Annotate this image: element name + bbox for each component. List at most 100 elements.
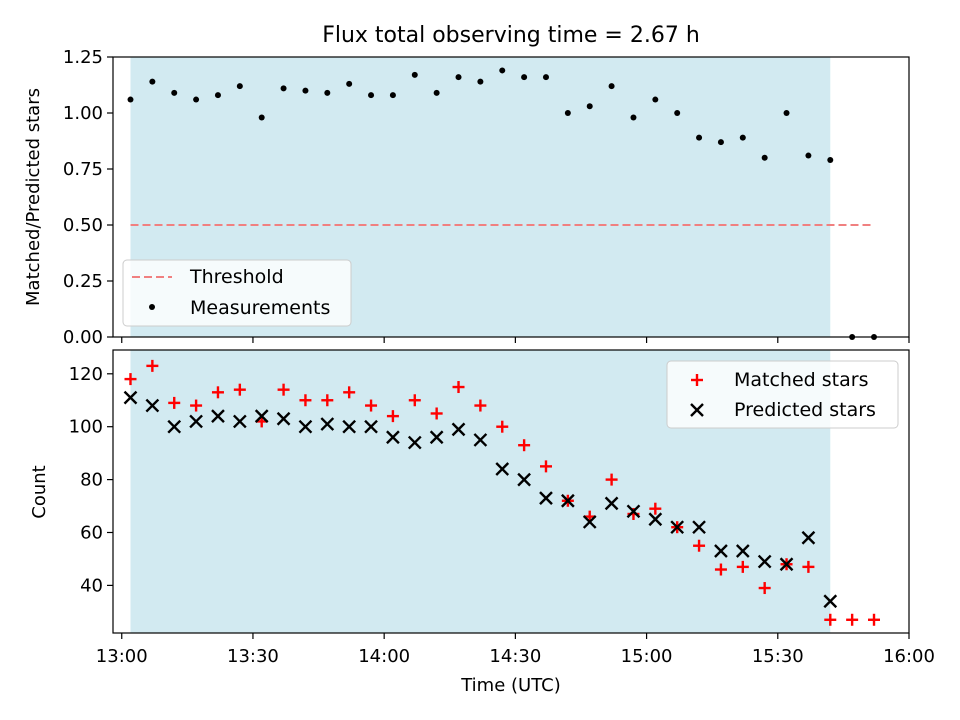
y-tick-label: 1.00 [63, 103, 103, 124]
matched-star-marker [233, 383, 246, 396]
count-panel: 40 60 80 100 120 13:00 13:30 14:00 14:30 15:00 15… [29, 349, 935, 696]
matched-star-marker [846, 613, 859, 626]
measurement-point [586, 103, 593, 110]
measurement-point [827, 157, 834, 164]
matched-star-marker [714, 563, 727, 576]
measurement-point [652, 96, 659, 103]
y-tick-label: 120 [69, 364, 103, 385]
predicted-star-marker [692, 520, 706, 535]
matched-star-marker [386, 410, 399, 423]
measurement-point [258, 114, 265, 121]
matched-star-marker [343, 386, 356, 399]
measurement-point [302, 87, 309, 94]
predicted-star-marker [407, 435, 422, 450]
measurement-point [674, 110, 681, 116]
measurement-point [433, 89, 440, 96]
top-plot-frame [112, 56, 910, 338]
matched-star-marker [539, 460, 552, 473]
matched-star-marker [868, 613, 881, 626]
matched-star-marker [758, 582, 771, 595]
matched-star-marker [190, 399, 203, 412]
matched-star-marker [168, 396, 181, 409]
predicted-star-marker [429, 430, 444, 445]
legend-measurement-swatch [149, 304, 155, 310]
predicted-star-marker [320, 417, 335, 431]
predicted-star-marker [189, 414, 203, 429]
predicted-star-marker [167, 419, 182, 434]
legend-threshold-label: Threshold [189, 266, 284, 288]
predicted-star-marker [211, 409, 225, 423]
matched-star-marker [321, 394, 334, 407]
predicted-star-marker [145, 398, 160, 413]
y-tick-label: 40 [80, 575, 103, 596]
bottom-y-axis-label: Count [29, 465, 50, 518]
legend-measurements-label: Measurements [190, 297, 330, 319]
predicted-star-marker [364, 419, 378, 434]
measurement-point [499, 67, 506, 74]
measurement-point [608, 83, 615, 90]
x-tick-label: 16:00 [883, 646, 935, 667]
bottom-x-axis: 13:00 13:30 14:00 14:30 15:00 15:30 16:00 [96, 633, 935, 667]
measurement-point [214, 92, 221, 99]
top-x-ticks [121, 337, 910, 343]
top-y-axis: 0.00 0.25 0.50 0.75 1.00 1.25 [63, 47, 113, 348]
measurement-point [324, 89, 331, 96]
predicted-star-marker [757, 554, 772, 569]
predicted-star-marker [451, 422, 466, 437]
matched-star-marker [518, 439, 531, 452]
measurement-point [346, 80, 353, 87]
predicted-star-marker [714, 544, 728, 558]
measurement-point [717, 139, 724, 146]
matched-star-marker [496, 420, 509, 433]
measurement-point [564, 110, 571, 116]
matched-star-marker [474, 399, 487, 412]
measurement-point [542, 74, 549, 81]
predicted-star-marker [626, 504, 641, 519]
predicted-star-marker [495, 462, 510, 476]
matched-star-marker [430, 407, 443, 420]
predicted-star-marker [539, 491, 553, 505]
predicted-star-marker [254, 409, 269, 423]
x-tick-label: 14:00 [358, 646, 410, 667]
measurement-point [236, 83, 243, 90]
y-tick-label: 0.50 [63, 215, 103, 236]
y-tick-label: 100 [69, 417, 103, 438]
matched-star-marker [124, 373, 137, 386]
measurement-point [455, 74, 462, 81]
y-tick-label: 1.25 [63, 47, 103, 68]
predicted-star-marker [386, 430, 400, 445]
predicted-star-marker [648, 512, 663, 527]
predicted-star-marker [735, 544, 750, 558]
predicted-star-markers [123, 390, 838, 609]
bottom-legend: Matched stars Predicted stars [666, 360, 899, 429]
matched-star-marker [824, 613, 837, 626]
matched-star-marker [365, 399, 378, 412]
predicted-star-marker [342, 419, 357, 434]
measurement-point [521, 74, 528, 81]
top-legend: Threshold Measurements [122, 259, 352, 327]
measurement-point [127, 96, 134, 103]
y-tick-label: 0.75 [63, 159, 103, 180]
x-tick-label: 15:30 [752, 646, 804, 667]
matched-star-marker [299, 394, 312, 407]
y-tick-label: 80 [80, 470, 103, 491]
matched-star-marker [649, 502, 662, 515]
predicted-star-marker [473, 433, 488, 447]
y-tick-label: 0.00 [63, 327, 103, 348]
matched-star-marker [693, 539, 706, 552]
y-tick-label: 0.25 [63, 271, 103, 292]
measurement-point [389, 92, 396, 99]
predicted-star-marker [276, 411, 291, 426]
predicted-star-marker [801, 530, 816, 545]
legend-matched-label: Matched stars [734, 369, 868, 391]
measurement-point [696, 134, 703, 141]
matched-star-marker [277, 383, 290, 396]
measurement-point [149, 78, 156, 85]
measurement-point [761, 154, 768, 161]
ratio-panel: 0.00 0.25 0.50 0.75 1.00 1.25 Matched/Predict… [23, 47, 910, 348]
x-tick-label: 13:00 [96, 646, 148, 667]
predicted-star-marker [604, 496, 619, 511]
top-y-axis-label: Matched/Predicted stars [23, 88, 44, 306]
matched-star-marker [211, 386, 224, 399]
x-axis-label: Time (UTC) [460, 675, 561, 696]
